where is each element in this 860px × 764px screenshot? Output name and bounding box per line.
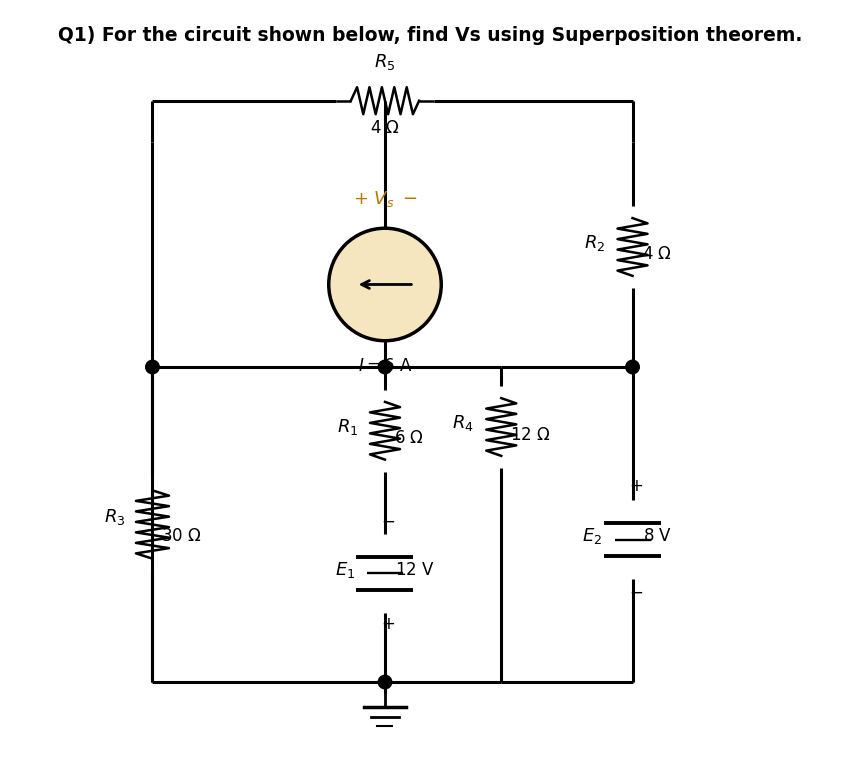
Text: $+\ V_s\ -$: $+\ V_s\ -$ xyxy=(353,189,417,209)
Text: $E_1$: $E_1$ xyxy=(335,559,355,580)
Text: $R_5$: $R_5$ xyxy=(374,52,396,73)
Text: $8\ \mathrm{V}$: $8\ \mathrm{V}$ xyxy=(643,526,673,545)
Text: $4\ \Omega$: $4\ \Omega$ xyxy=(642,245,672,264)
Text: $6\ \Omega$: $6\ \Omega$ xyxy=(394,429,424,447)
Text: $4\ \Omega$: $4\ \Omega$ xyxy=(370,119,400,138)
Circle shape xyxy=(329,228,441,341)
Text: $-$: $-$ xyxy=(381,512,395,529)
Text: $-$: $-$ xyxy=(630,583,643,601)
Circle shape xyxy=(145,361,159,374)
Text: $I = 6\ \mathrm{A}$: $I = 6\ \mathrm{A}$ xyxy=(358,358,412,375)
Text: $+$: $+$ xyxy=(630,477,643,494)
Text: $R_2$: $R_2$ xyxy=(584,233,605,253)
Text: $+$: $+$ xyxy=(381,614,395,633)
Text: Q1) For the circuit shown below, find Vs using Superposition theorem.: Q1) For the circuit shown below, find Vs… xyxy=(58,26,802,45)
Text: $E_2$: $E_2$ xyxy=(582,526,603,545)
Text: $12\ \mathrm{V}$: $12\ \mathrm{V}$ xyxy=(396,561,435,578)
Circle shape xyxy=(378,675,392,689)
Circle shape xyxy=(626,361,639,374)
Text: $R_3$: $R_3$ xyxy=(104,507,126,527)
Circle shape xyxy=(378,361,392,374)
Text: $30\ \Omega$: $30\ \Omega$ xyxy=(162,526,202,545)
Text: $R_1$: $R_1$ xyxy=(336,417,358,437)
Text: $R_4$: $R_4$ xyxy=(452,413,474,433)
Text: $12\ \Omega$: $12\ \Omega$ xyxy=(510,426,551,444)
